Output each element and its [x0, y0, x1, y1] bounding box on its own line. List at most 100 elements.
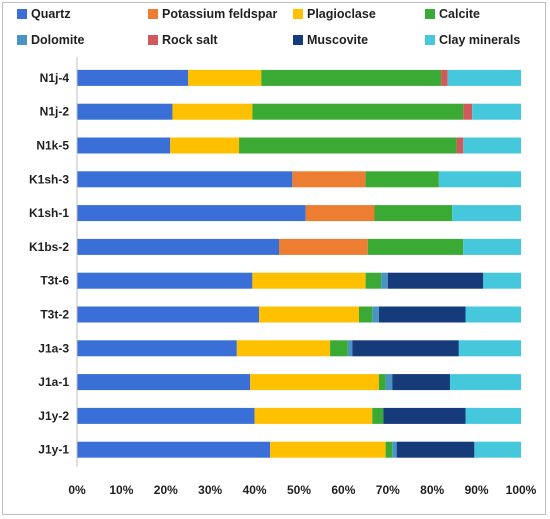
bar-segment-muscovite [352, 340, 459, 357]
legend-label: Rock salt [162, 33, 218, 47]
x-tick-label: 0% [68, 483, 86, 497]
legend-swatch [17, 9, 27, 19]
legend-item-rock-salt: Rock salt [148, 33, 218, 47]
bar-segment-rock-salt [441, 69, 448, 86]
bar-segment-calcite [367, 238, 464, 255]
bar-segment-quartz [77, 171, 293, 188]
legend-swatch [293, 35, 303, 45]
bar-segment-muscovite [387, 272, 484, 289]
legend-swatch [148, 9, 158, 19]
legend-label: Calcite [439, 7, 480, 21]
bar-segment-clay-minerals [463, 137, 521, 154]
bar-segment-calcite [378, 374, 386, 391]
bar-row-n1j-2 [77, 103, 521, 120]
bar-row-j1a-1 [77, 374, 521, 391]
x-tick-label: 30% [198, 483, 222, 497]
bar-segment-quartz [77, 137, 171, 154]
bar-segment-potassium-feldspar [292, 171, 366, 188]
bar-segment-calcite [372, 407, 384, 424]
y-tick-label: T3t-6 [40, 274, 69, 288]
legend-label: Quartz [31, 7, 71, 21]
bar-segment-clay-minerals [452, 205, 521, 222]
legend-label: Muscovite [307, 33, 368, 47]
legend-label: Potassium feldspar [162, 7, 277, 21]
bar-segment-plagioclase [252, 272, 366, 289]
bar-segment-muscovite [378, 306, 466, 323]
legend-label: Dolomite [31, 33, 85, 47]
bar-segment-clay-minerals [483, 272, 521, 289]
bar-segment-muscovite [383, 407, 466, 424]
bar-segment-plagioclase [250, 374, 379, 391]
bar-segment-clay-minerals [465, 306, 521, 323]
y-tick-label: J1y-1 [38, 443, 69, 457]
bar-segment-quartz [77, 407, 255, 424]
bar-segment-dolomite [372, 306, 379, 323]
bar-row-j1y-1 [77, 441, 521, 458]
bar-segment-calcite [239, 137, 457, 154]
bar-segment-calcite [385, 441, 393, 458]
bar-segment-plagioclase [270, 441, 386, 458]
bar-segment-plagioclase [188, 69, 262, 86]
x-tick-label: 90% [465, 483, 489, 497]
bar-segment-dolomite [392, 441, 397, 458]
bar-segment-dolomite [385, 374, 393, 391]
bar-segment-clay-minerals [447, 69, 521, 86]
y-tick-label: J1a-3 [38, 341, 69, 355]
legend-swatch [17, 35, 27, 45]
chart-frame: Quartz Potassium feldspar Plagioclase Calci… [2, 2, 546, 515]
bar-row-j1a-3 [77, 340, 521, 357]
y-tick-label: K1sh-3 [29, 172, 69, 186]
legend-label: Clay minerals [439, 33, 520, 47]
bar-segment-clay-minerals [438, 171, 521, 188]
legend-item-quartz: Quartz [17, 7, 71, 21]
bar-segment-potassium-feldspar [279, 238, 368, 255]
bar-row-t3t-2 [77, 306, 521, 323]
bar-segment-calcite [330, 340, 348, 357]
bar-row-k1bs-2 [77, 238, 521, 255]
x-axis: 0% 10% 20% 30% 40% 50% 60% 70% 80% 90% 100% [68, 483, 536, 497]
bar-segment-clay-minerals [463, 238, 521, 255]
bar-row-n1k-5 [77, 137, 521, 154]
legend-item-potassium-feldspar: Potassium feldspar [148, 7, 277, 21]
bar-segment-clay-minerals [449, 374, 521, 391]
legend-item-muscovite: Muscovite [293, 33, 368, 47]
y-tick-label: K1bs-2 [29, 240, 69, 254]
bar-segment-potassium-feldspar [305, 205, 375, 222]
bar-segment-clay-minerals [474, 441, 521, 458]
stacked-bar-chart: Quartz Potassium feldspar Plagioclase Calci… [17, 7, 537, 497]
bar-segment-clay-minerals [472, 103, 521, 120]
x-tick-label: 60% [331, 483, 355, 497]
bar-segment-calcite [261, 69, 442, 86]
y-tick-label: K1sh-1 [29, 206, 69, 220]
bar-segment-quartz [77, 205, 306, 222]
bar-segment-plagioclase [236, 340, 331, 357]
legend-swatch [425, 35, 435, 45]
legend-swatch [293, 9, 303, 19]
bar-segment-calcite [365, 171, 439, 188]
x-tick-label: 50% [287, 483, 311, 497]
x-tick-label: 100% [506, 483, 537, 497]
x-tick-label: 40% [243, 483, 267, 497]
bar-segment-plagioclase [259, 306, 359, 323]
bar-row-k1sh-1 [77, 205, 521, 222]
bar-row-j1y-2 [77, 407, 521, 424]
legend-swatch [425, 9, 435, 19]
y-tick-label: T3t-2 [40, 308, 69, 322]
bar-segment-calcite [365, 272, 382, 289]
bar-segment-quartz [77, 103, 173, 120]
bar-segment-muscovite [392, 374, 450, 391]
bar-segment-muscovite [396, 441, 475, 458]
bar-segment-calcite [374, 205, 453, 222]
legend-item-calcite: Calcite [425, 7, 480, 21]
bar-segment-plagioclase [254, 407, 373, 424]
y-tick-label: N1k-5 [36, 139, 69, 153]
bar-segment-quartz [77, 441, 271, 458]
bar-area [77, 69, 521, 458]
y-axis: N1j-4 N1j-2 N1k-5 K1sh-3 K1sh-1 K1bs-2 T3t-6 T3… [29, 57, 78, 467]
y-tick-label: N1j-2 [40, 105, 70, 119]
bar-segment-plagioclase [170, 137, 240, 154]
legend-item-clay-minerals: Clay minerals [425, 33, 520, 47]
legend-item-dolomite: Dolomite [17, 33, 85, 47]
legend-label: Plagioclase [307, 7, 376, 21]
y-tick-label: J1y-2 [38, 409, 69, 423]
